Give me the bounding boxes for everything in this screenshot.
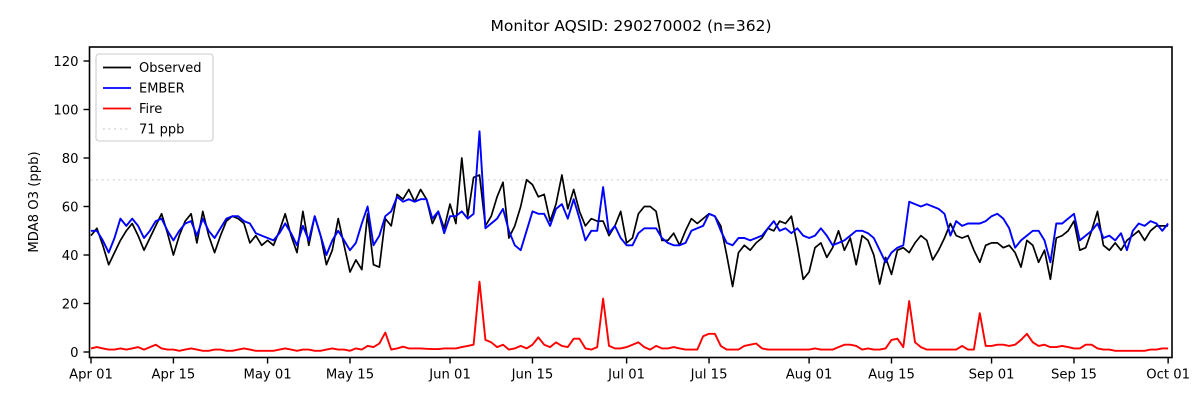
plot-border bbox=[88, 46, 1173, 359]
legend-threshold-label: 71 ppb bbox=[139, 123, 184, 138]
legend-frame bbox=[95, 53, 214, 142]
x-tick-label: Jun 01 bbox=[428, 368, 471, 383]
y-tick-label: 20 bbox=[62, 297, 79, 312]
y-tick-label: 0 bbox=[70, 346, 78, 361]
legend-observed-label: Observed bbox=[139, 61, 202, 76]
y-tick-label: 40 bbox=[62, 249, 79, 264]
x-tick-label: May 15 bbox=[326, 368, 374, 383]
x-tick-label: May 01 bbox=[243, 368, 291, 383]
chart-title: Monitor AQSID: 290270002 (n=362) bbox=[490, 17, 771, 35]
x-tick-label: Apr 01 bbox=[69, 368, 113, 383]
y-tick-label: 120 bbox=[53, 55, 78, 70]
legend: Observed EMBER Fire 71 ppb bbox=[95, 53, 214, 142]
y-axis-label: MDA8 O3 (ppb) bbox=[27, 151, 42, 252]
observed-line bbox=[90, 157, 1169, 288]
y-axis-ticks: 0 20 40 60 80 100 120 bbox=[53, 55, 90, 361]
ember-line bbox=[91, 130, 1169, 264]
x-tick-label: Oct 01 bbox=[1146, 368, 1190, 383]
legend-fire-label: Fire bbox=[139, 102, 162, 117]
fire-line bbox=[90, 280, 1169, 352]
x-tick-label: Aug 15 bbox=[868, 368, 915, 383]
y-tick-label: 80 bbox=[62, 152, 79, 167]
x-tick-label: Jun 15 bbox=[511, 368, 554, 383]
x-tick-label: Sep 01 bbox=[969, 368, 1015, 383]
legend-ember-label: EMBER bbox=[139, 82, 185, 97]
y-tick-label: 100 bbox=[53, 103, 78, 118]
x-tick-label: Apr 15 bbox=[152, 368, 196, 383]
x-tick-label: Aug 01 bbox=[786, 368, 833, 383]
x-axis-ticks: Apr 01 Apr 15 May 01 May 15 Jun 01 Jun 15 Jul … bbox=[69, 357, 1190, 383]
y-tick-label: 60 bbox=[62, 200, 79, 215]
x-tick-label: Jul 15 bbox=[690, 368, 728, 383]
x-tick-label: Jul 01 bbox=[607, 368, 645, 383]
x-tick-label: Sep 15 bbox=[1051, 368, 1097, 383]
